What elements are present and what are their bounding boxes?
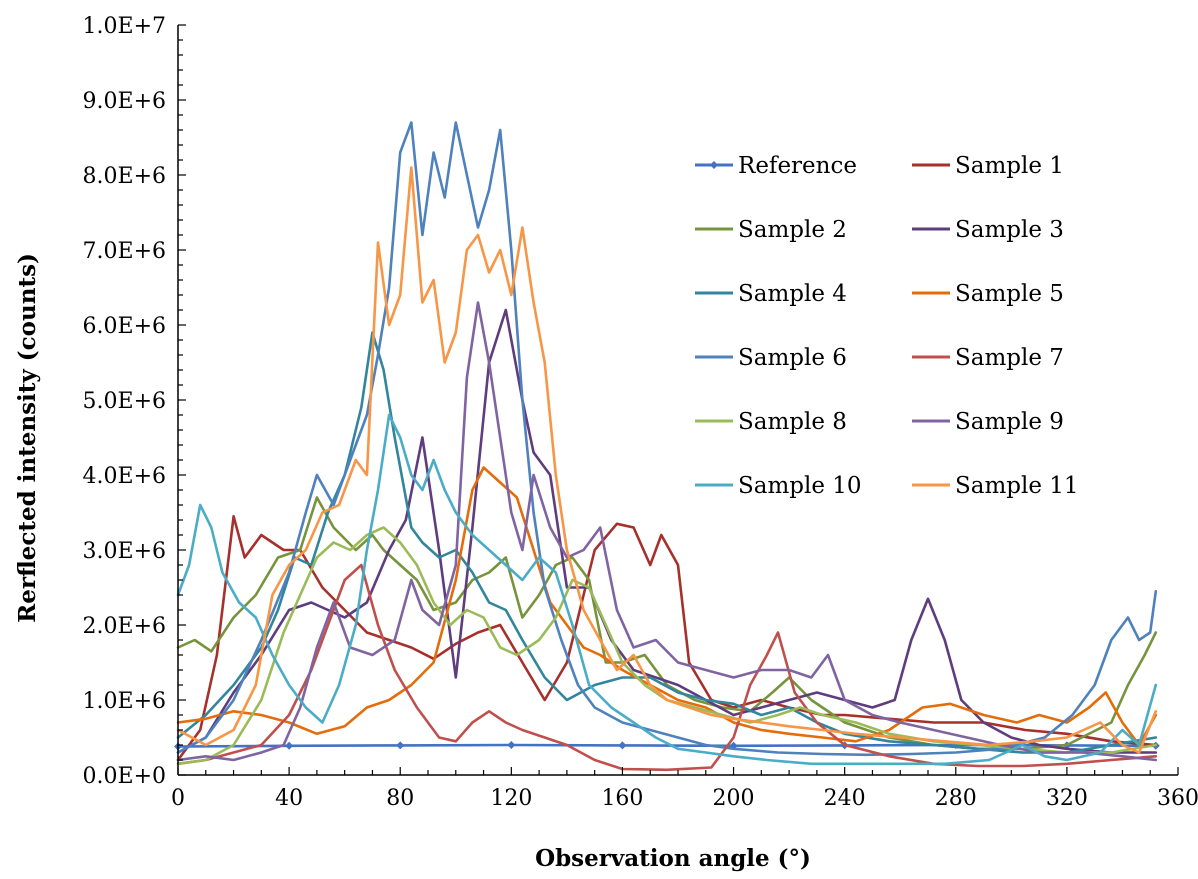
y-tick-label: 3.0E+6 [83, 539, 166, 564]
legend-label: Sample 4 [738, 281, 847, 307]
legend-label: Sample 1 [955, 153, 1064, 179]
legend-label: Reference [738, 153, 857, 179]
x-tick-label: 160 [601, 786, 643, 811]
y-tick-label: 0.0E+0 [83, 764, 166, 789]
x-tick-label: 240 [824, 786, 866, 811]
x-tick-label: 360 [1157, 786, 1198, 811]
y-tick-label: 1.0E+6 [83, 689, 166, 714]
y-axis-title: Rerflected intensity (counts) [14, 253, 41, 623]
reference-marker [618, 741, 627, 750]
series-line-sample-11 [176, 166, 1158, 754]
legend-label: Sample 2 [738, 217, 847, 243]
series-line-sample-9 [176, 301, 1158, 762]
series-line-sample-1 [176, 515, 1158, 762]
x-axis-title: Observation angle (°) [535, 845, 811, 872]
y-tick-label: 8.0E+6 [83, 164, 166, 189]
y-tick-label: 7.0E+6 [83, 239, 166, 264]
reference-marker [285, 741, 294, 750]
legend-item: Sample 10 [695, 473, 862, 499]
legend-label: Sample 8 [738, 409, 847, 435]
y-tick-label: 5.0E+6 [83, 389, 166, 414]
legend-label: Sample 6 [738, 345, 847, 371]
reference-marker [396, 741, 405, 750]
legend-label: Sample 9 [955, 409, 1064, 435]
legend-item: Sample 4 [695, 281, 847, 307]
legend-item: Reference [695, 153, 857, 179]
y-tick-label: 2.0E+6 [83, 614, 166, 639]
legend-label: Sample 10 [738, 473, 862, 499]
legend-item: Sample 5 [912, 281, 1064, 307]
series-layer [174, 121, 1160, 772]
series-line-sample-7 [176, 563, 1158, 772]
legend-item: Sample 7 [912, 345, 1064, 371]
legend-label: Sample 3 [955, 217, 1064, 243]
legend-marker [710, 161, 718, 169]
y-tick-label: 1.0E+7 [83, 14, 166, 39]
x-tick-label: 200 [713, 786, 755, 811]
series-line-sample-8 [176, 526, 1158, 766]
y-tick-label: 9.0E+6 [83, 89, 166, 114]
legend-label: Sample 11 [955, 473, 1079, 499]
x-tick-label: 120 [490, 786, 532, 811]
legend-label: Sample 5 [955, 281, 1064, 307]
legend-item: Sample 8 [695, 409, 847, 435]
reference-marker [507, 741, 516, 749]
legend-item: Sample 9 [912, 409, 1064, 435]
y-tick-label: 6.0E+6 [83, 314, 166, 339]
x-tick-label: 80 [386, 786, 414, 811]
series-line-sample-10 [176, 413, 1158, 766]
y-tick-label: 4.0E+6 [83, 464, 166, 489]
legend-item: Sample 2 [695, 217, 847, 243]
legend-label: Sample 7 [955, 345, 1064, 371]
x-tick-label: 40 [275, 786, 303, 811]
legend-item: Sample 6 [695, 345, 847, 371]
x-tick-label: 0 [171, 786, 185, 811]
x-tick-label: 320 [1046, 786, 1088, 811]
legend-item: Sample 11 [912, 473, 1079, 499]
legend-item: Sample 1 [912, 153, 1064, 179]
x-tick-label: 280 [935, 786, 977, 811]
legend-item: Sample 3 [912, 217, 1064, 243]
axes-layer: 0.0E+0 1.0E+6 2.0E+6 3.0E+6 4.0E+6 5.0E+6 6.0E… [83, 14, 1198, 811]
legend: Reference Sample 1 Sample 2 Sample 3 Sample … [695, 153, 1079, 499]
